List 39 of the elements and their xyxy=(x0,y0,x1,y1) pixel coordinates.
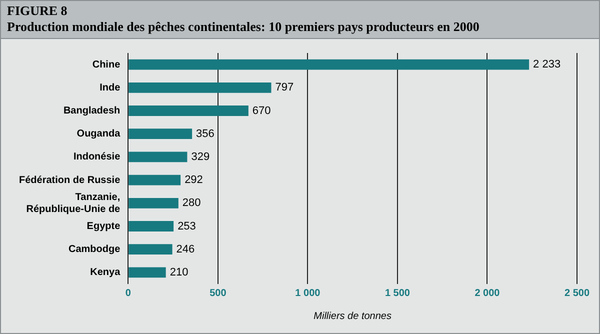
data-label: 670 xyxy=(252,104,271,117)
data-label: 280 xyxy=(182,197,201,210)
bar xyxy=(128,221,174,232)
x-tick-label: 500 xyxy=(210,288,227,299)
bar xyxy=(128,267,166,278)
data-label: 292 xyxy=(184,174,203,186)
y-tick-label: Tanzanie, République-Unie de xyxy=(26,192,121,215)
x-tick-label: 1 000 xyxy=(295,288,321,299)
x-tick-label: 1 500 xyxy=(384,288,410,299)
bar xyxy=(128,106,248,116)
chart-subtitle: Production mondiale des pêches continentales: 10 premiers pays producteurs en 2000 xyxy=(7,19,480,35)
x-tick-label: 2 000 xyxy=(474,288,500,299)
y-tick-label: Kenya xyxy=(90,267,121,278)
x-tick-label: 2 500 xyxy=(564,288,590,299)
x-axis-title: Milliers de tonnes xyxy=(314,310,392,322)
y-tick-label: Inde xyxy=(100,82,121,94)
y-tick-label: Ouganda xyxy=(76,128,121,140)
bar xyxy=(128,82,272,93)
bar xyxy=(128,128,192,140)
data-label: 253 xyxy=(178,220,196,232)
data-label: 210 xyxy=(170,266,188,278)
data-label: 356 xyxy=(196,128,214,140)
bar xyxy=(128,152,188,162)
chart-title: FIGURE 8 xyxy=(7,3,68,19)
y-tick-label: Chine xyxy=(92,59,121,70)
bar xyxy=(128,244,172,255)
y-tick-label: Cambodge xyxy=(68,244,121,256)
data-label: 797 xyxy=(275,82,294,94)
bar xyxy=(128,174,181,186)
bar xyxy=(128,198,178,208)
bar xyxy=(128,59,530,70)
y-tick-label: Egypte xyxy=(86,221,121,232)
data-label: 329 xyxy=(191,150,210,163)
y-tick-label: Indonésie xyxy=(73,152,121,163)
y-tick-label: Fédération de Russie xyxy=(18,174,121,186)
y-tick-label: Bangladesh xyxy=(63,106,120,116)
x-tick-label: 0 xyxy=(125,288,132,299)
data-label: 246 xyxy=(176,243,195,256)
data-label: 2 233 xyxy=(533,58,561,71)
